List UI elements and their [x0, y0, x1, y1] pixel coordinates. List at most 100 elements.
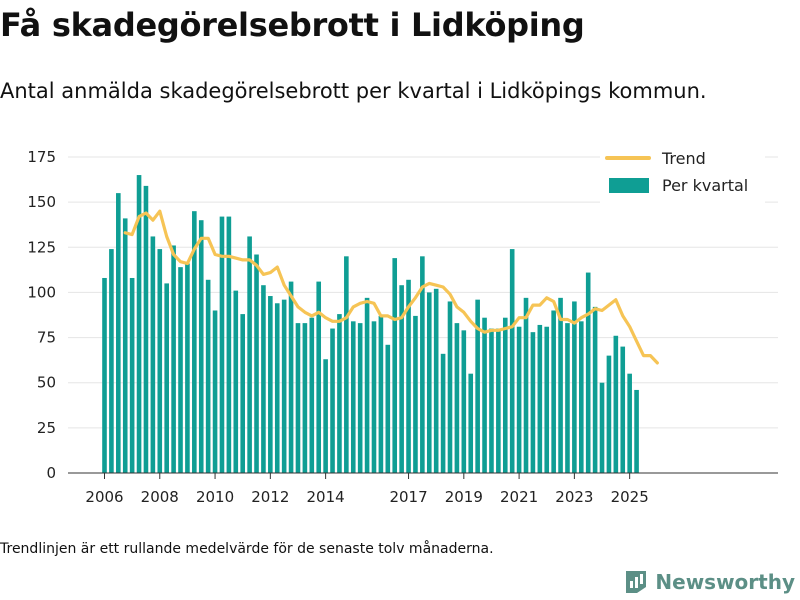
bar	[440, 353, 446, 473]
bar	[288, 281, 294, 473]
bar	[523, 297, 529, 473]
bar	[613, 335, 619, 473]
x-tick-label: 2008	[141, 488, 179, 506]
bar	[385, 344, 391, 473]
legend-trend-label: Trend	[661, 149, 706, 168]
bar	[572, 301, 577, 473]
bar	[454, 323, 460, 473]
bar	[413, 315, 418, 473]
bar	[627, 373, 632, 473]
bar	[620, 346, 626, 473]
bar	[585, 272, 591, 473]
bar	[102, 277, 107, 473]
bar	[254, 254, 259, 473]
x-tick-label: 2012	[251, 488, 289, 506]
bar	[143, 185, 149, 474]
bar	[281, 299, 287, 473]
x-tick-label: 2023	[555, 488, 593, 506]
bar	[475, 299, 480, 473]
bar	[350, 321, 356, 473]
legend-bar-swatch	[609, 178, 649, 193]
bar	[136, 175, 142, 474]
bar	[268, 296, 273, 473]
bar	[516, 326, 522, 473]
footnote: Trendlinjen är ett rullande medelvärde f…	[0, 541, 494, 557]
y-tick-label: 25	[37, 419, 56, 437]
y-tick-label: 100	[27, 283, 56, 301]
bar	[371, 321, 377, 473]
bar	[192, 211, 197, 473]
y-tick-label: 0	[46, 464, 56, 482]
bar	[116, 193, 121, 473]
bar	[551, 310, 556, 473]
bar	[219, 216, 225, 473]
trend-series	[123, 209, 659, 365]
bar	[565, 323, 570, 473]
bar	[109, 249, 114, 473]
bar	[426, 292, 432, 473]
bar	[378, 315, 384, 473]
y-tick-label: 175	[27, 148, 56, 166]
bar	[468, 373, 474, 473]
bar	[530, 332, 536, 473]
bar	[316, 281, 322, 473]
y-axis: 0 25 50 75 100 125 150 175	[27, 148, 56, 482]
bar	[406, 279, 411, 473]
bar	[558, 297, 563, 473]
bar	[592, 306, 598, 473]
bar	[261, 285, 266, 473]
y-tick-label: 75	[37, 329, 56, 347]
x-axis: 2006 2008 2010 2012 2014 2017 2019 2021 2023 2025	[68, 472, 778, 506]
trend-line	[123, 209, 659, 365]
x-tick-label: 2019	[445, 488, 483, 506]
bar-series	[102, 175, 639, 474]
bar	[357, 323, 363, 473]
legend: Trend Per kvartal	[600, 145, 765, 205]
bar	[420, 256, 425, 473]
bar	[544, 326, 550, 473]
bar	[164, 283, 169, 473]
bar	[489, 328, 494, 473]
bar	[309, 317, 315, 473]
bar	[330, 328, 335, 473]
bar	[433, 288, 439, 473]
x-tick-label: 2021	[500, 488, 538, 506]
x-tick-label: 2017	[389, 488, 427, 506]
bar	[599, 382, 605, 473]
bar	[205, 279, 211, 473]
bar	[496, 328, 501, 473]
bar	[337, 314, 342, 473]
bar	[364, 297, 370, 473]
bar	[509, 249, 515, 473]
bar	[295, 323, 301, 473]
bar	[226, 216, 232, 473]
bar	[302, 323, 308, 473]
bar	[344, 256, 349, 473]
y-tick-label: 50	[37, 374, 56, 392]
brand-logo: Newsworthy	[623, 569, 795, 595]
bar	[129, 277, 135, 473]
bar	[150, 236, 156, 473]
bar	[392, 258, 398, 473]
bar	[157, 249, 163, 473]
bar	[502, 317, 508, 473]
bar	[274, 303, 280, 473]
bar	[537, 324, 543, 473]
bar	[461, 330, 467, 473]
bar	[178, 267, 183, 473]
chart-area: 0 25 50 75 100 125 150 175 2006 2008 2010 2012 2014…	[27, 145, 778, 506]
bar	[399, 285, 404, 473]
chart-subtitle: Antal anmälda skadegörelsebrott per kvar…	[0, 79, 707, 103]
legend-background	[600, 145, 765, 205]
bar	[323, 359, 328, 473]
bar	[606, 355, 612, 473]
x-tick-label: 2014	[307, 488, 345, 506]
bar	[634, 389, 639, 473]
x-tick-label: 2010	[196, 488, 234, 506]
bar	[198, 220, 204, 473]
newsworthy-icon	[626, 571, 647, 593]
bar	[447, 301, 453, 473]
bar	[185, 263, 190, 473]
bar	[482, 317, 487, 473]
chart-title: Få skadegörelsebrott i Lidköping	[0, 6, 585, 44]
